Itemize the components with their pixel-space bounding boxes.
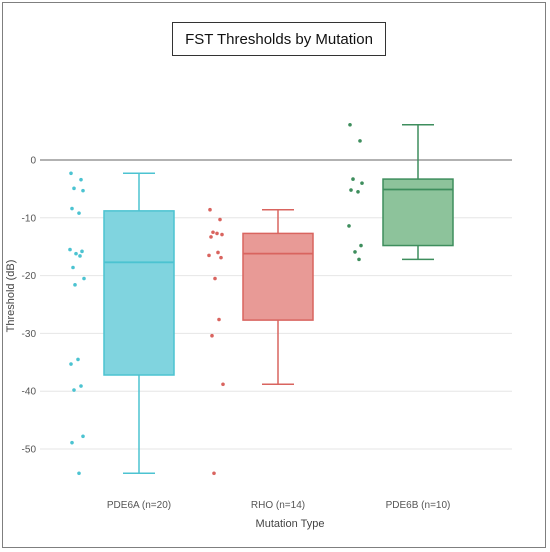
data-point xyxy=(348,122,352,127)
y-tick-label: 0 xyxy=(30,156,36,167)
box-3 xyxy=(382,123,454,261)
data-point xyxy=(211,230,215,235)
y-tick-label: -50 xyxy=(22,445,37,456)
data-point xyxy=(81,188,85,193)
y-tick-label: -40 xyxy=(22,387,37,398)
data-point xyxy=(215,231,219,236)
data-point xyxy=(79,384,83,388)
y-tick-label: -30 xyxy=(22,329,37,340)
data-point xyxy=(349,188,353,192)
x-axis-title: Mutation Type xyxy=(256,518,325,530)
data-point xyxy=(356,189,360,194)
x-tick-label: PDE6A (n=20) xyxy=(107,500,171,511)
y-tick-labels: 0 -10 -20 -30 -40 -50 xyxy=(22,156,37,456)
data-point xyxy=(78,254,82,258)
data-point xyxy=(70,206,74,211)
data-point xyxy=(77,211,81,215)
y-tick-label: -20 xyxy=(22,271,37,282)
data-point xyxy=(216,250,220,255)
boxes xyxy=(103,123,454,475)
iqr-box xyxy=(103,210,175,376)
data-point xyxy=(218,217,222,222)
data-point xyxy=(68,247,72,252)
data-point xyxy=(79,177,83,182)
data-point xyxy=(221,382,225,387)
data-point xyxy=(208,207,212,212)
data-point xyxy=(217,317,221,322)
data-point xyxy=(73,283,77,287)
data-point xyxy=(74,251,78,256)
data-point xyxy=(359,243,363,248)
data-point xyxy=(82,276,86,281)
data-point xyxy=(70,440,74,445)
data-point xyxy=(77,471,81,476)
data-points xyxy=(68,122,364,476)
data-point xyxy=(360,181,364,185)
data-point xyxy=(80,249,84,254)
x-tick-labels: PDE6A (n=20) RHO (n=14) PDE6B (n=10) xyxy=(107,500,450,511)
data-point xyxy=(210,333,214,338)
data-point xyxy=(219,255,223,260)
data-point xyxy=(213,276,217,281)
data-point xyxy=(72,388,76,392)
data-point xyxy=(209,235,213,239)
iqr-box xyxy=(242,232,314,321)
x-tick-label: RHO (n=14) xyxy=(251,500,305,511)
data-point xyxy=(357,257,361,262)
data-point xyxy=(71,265,75,270)
data-point xyxy=(81,434,85,439)
data-point xyxy=(69,362,73,366)
data-point xyxy=(347,224,351,228)
x-tick-label: PDE6B (n=10) xyxy=(386,500,451,511)
data-point xyxy=(358,139,362,143)
y-axis-title: Threshold (dB) xyxy=(5,260,17,333)
data-point xyxy=(72,186,76,191)
data-point xyxy=(353,250,357,254)
data-point xyxy=(220,232,224,237)
box-2 xyxy=(242,208,314,386)
data-point xyxy=(351,177,355,181)
chart-title: FST Thresholds by Mutation xyxy=(172,22,386,56)
data-point xyxy=(76,357,80,362)
data-point xyxy=(212,471,216,476)
y-tick-label: -10 xyxy=(22,213,37,224)
data-point xyxy=(207,253,211,258)
box-1 xyxy=(103,172,175,475)
data-point xyxy=(69,171,73,176)
